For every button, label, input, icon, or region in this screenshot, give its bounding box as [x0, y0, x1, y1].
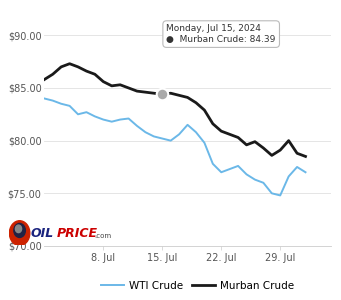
Text: OIL: OIL: [31, 227, 54, 240]
Circle shape: [15, 225, 21, 232]
Text: .com: .com: [94, 232, 111, 238]
Circle shape: [14, 224, 25, 238]
Text: PRICE: PRICE: [56, 227, 97, 240]
Circle shape: [10, 221, 30, 246]
Legend: WTI Crude, Murban Crude: WTI Crude, Murban Crude: [97, 276, 298, 295]
Point: [160, 92, 165, 97]
Text: Monday, Jul 15, 2024
●  Murban Crude: 84.39: Monday, Jul 15, 2024 ● Murban Crude: 84.…: [166, 24, 276, 44]
